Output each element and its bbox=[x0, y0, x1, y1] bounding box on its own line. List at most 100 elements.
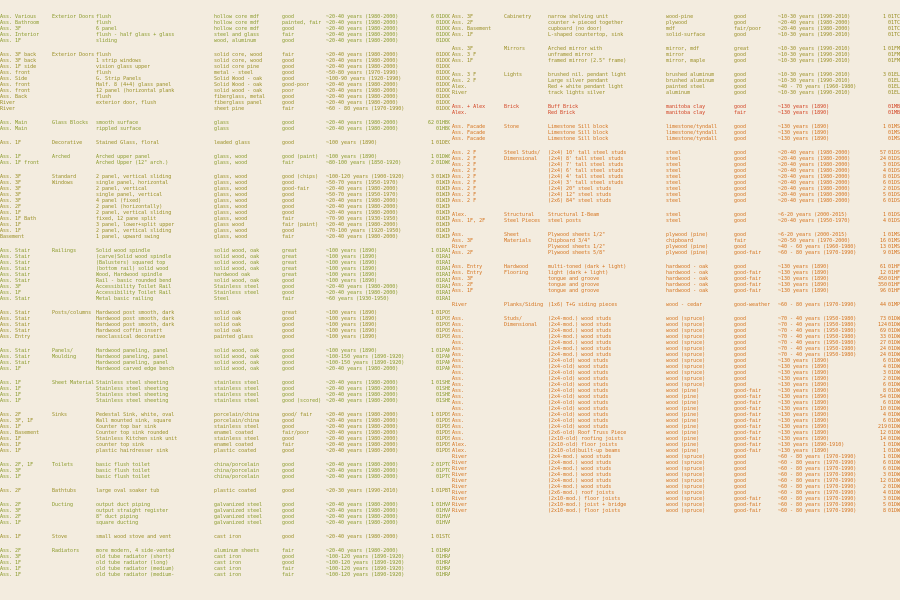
lifespan-cell: ~20-40 years (1980-2000) bbox=[326, 14, 399, 20]
item-id-cell: 01DOOR01 bbox=[436, 52, 450, 58]
material-cell: wood (spruce) bbox=[666, 376, 706, 382]
description-cell: (2x4-mod.) wood studs bbox=[548, 466, 612, 472]
material-cell: stainless steel bbox=[214, 392, 260, 398]
table-row: Ass. 2F tongue and groove hardwood - oak go… bbox=[452, 282, 900, 288]
category-cell: Standard bbox=[52, 174, 77, 180]
quantity-cell: 1 bbox=[882, 442, 886, 448]
description-cell: Hardwood paneling, panel bbox=[96, 354, 169, 360]
lifespan-cell: ~10-30 years (1990-2010) bbox=[778, 78, 851, 84]
lifespan-cell: ~100-120 years (1890-1920) bbox=[326, 566, 405, 572]
category-cell: Mirrors bbox=[504, 46, 526, 52]
material-cell: hollow core mdf bbox=[214, 14, 260, 20]
item-id-cell: 01DWST01 bbox=[888, 316, 900, 322]
condition-cell: great bbox=[282, 266, 298, 272]
category-cell: Steel Studs/ bbox=[504, 150, 541, 156]
condition-cell: good bbox=[282, 424, 295, 430]
description-cell: Arched upper panel bbox=[96, 154, 151, 160]
table-row: Alex. (2x10-old)built-up beams wood (pine)… bbox=[452, 448, 900, 454]
description-cell: exterior door, flush bbox=[96, 100, 157, 106]
condition-cell: good bbox=[734, 352, 747, 358]
category-cell bbox=[52, 160, 96, 166]
condition-cell: good-fair bbox=[734, 412, 762, 418]
item-id-cell: 01MSTN02 bbox=[888, 130, 900, 136]
lifespan-cell: ~70 - 40 years (1950-1980) bbox=[778, 334, 857, 340]
condition-cell: good bbox=[282, 204, 295, 210]
table-row: Ass. 2F Sinks Pedestal Sink, white, oval po… bbox=[0, 412, 450, 418]
location-cell: Ass. 1F bbox=[0, 380, 22, 386]
lifespan-cell: ~20-40 years (1980-2000) bbox=[326, 534, 399, 540]
table-row: Ass. Stair Hardwood coffin insert solid oa… bbox=[0, 328, 450, 334]
condition-cell: good bbox=[282, 14, 295, 20]
lifespan-cell: ~6-20 years (2000-2015) bbox=[778, 232, 848, 238]
material-cell: wood (pine) bbox=[666, 388, 700, 394]
description-cell: (2x4-mod.) wood studs bbox=[548, 484, 612, 490]
table-row: Ass. Facade Limestone Sill block limestone… bbox=[452, 136, 900, 142]
condition-cell: good bbox=[282, 64, 295, 70]
condition-cell: good-fair bbox=[282, 186, 310, 192]
material-cell: hollow core mdf bbox=[214, 20, 260, 26]
item-id-cell: 01DWST14 bbox=[888, 394, 900, 400]
item-id-cell: 01DWST21 bbox=[888, 436, 900, 442]
quantity-cell: 6 bbox=[882, 180, 886, 186]
description-cell: Stainless steel sheeting bbox=[96, 380, 169, 386]
item-id-cell: 01DWST16 bbox=[888, 406, 900, 412]
condition-cell: good bbox=[734, 466, 747, 472]
lifespan-cell: ~20-40 years (1980-2000) bbox=[326, 52, 399, 58]
location-cell: Ass. 3F bbox=[0, 186, 22, 192]
lifespan-cell: ~20-40 years (1980-2000) bbox=[778, 198, 851, 204]
location-cell: Ass. 1F bbox=[0, 222, 22, 228]
table-row: Ass. Various Exterior Doors flush hollow co… bbox=[0, 14, 450, 20]
lifespan-cell: ~130 years (1890) bbox=[778, 424, 830, 430]
quantity-cell: 1 bbox=[430, 248, 434, 254]
lifespan-cell: ~20-40 years (1980-2000) bbox=[326, 366, 399, 372]
location-cell: Ass. Facade bbox=[452, 136, 486, 142]
material-cell: hardwood - oak bbox=[666, 264, 709, 270]
location-cell: Ass. bbox=[452, 232, 465, 238]
location-cell: Ass. front bbox=[0, 70, 31, 76]
description-cell: (2x4) 20" steel studs bbox=[548, 186, 612, 192]
quantity-cell: 6 bbox=[882, 358, 886, 364]
quantity-cell bbox=[426, 126, 436, 132]
location-cell: Ass. Stair bbox=[0, 278, 31, 284]
item-id-cell: 01DWST13 bbox=[888, 388, 900, 394]
category-cell: Planks/Siding bbox=[504, 302, 544, 308]
lifespan-cell: ~10-30 years (1990-2010) bbox=[778, 52, 851, 58]
item-id-cell: 01DSTI01 bbox=[888, 212, 900, 218]
condition-cell: good bbox=[282, 436, 295, 442]
item-id-cell: 01DWST31 bbox=[888, 496, 900, 502]
condition-cell: good (chips) bbox=[282, 174, 319, 180]
category-cell: Steel Pieces bbox=[504, 218, 541, 224]
item-id-cell: 01PTOI01 bbox=[436, 462, 450, 468]
lifespan-cell: ~70 - 40 years (1950-1980) bbox=[778, 346, 857, 352]
material-cell: manitoba clay bbox=[666, 104, 706, 110]
condition-cell: good bbox=[734, 32, 747, 38]
material-cell: china/porcelain bbox=[214, 462, 260, 468]
table-row: Ass. Entry neoclassical decorative painted… bbox=[0, 334, 450, 340]
material-cell: Steel bbox=[214, 296, 230, 302]
lifespan-cell: ~130 years (1890) bbox=[778, 110, 830, 116]
condition-cell: good-fair bbox=[734, 436, 762, 442]
quantity-cell: 24 bbox=[879, 346, 886, 352]
location-cell: Ass. 3F bbox=[0, 26, 22, 32]
table-row: Ass. Back flush fiberglass, metal good ~20-4… bbox=[0, 94, 450, 100]
location-cell: River bbox=[452, 302, 468, 308]
table-row: Ass. (2x4-mod.) wood studs wood (spruce) go… bbox=[452, 346, 900, 352]
table-row: River Plywood sheets 1/2" plywood (pine) go… bbox=[452, 244, 900, 250]
quantity-cell: 3 bbox=[882, 162, 886, 168]
item-id-cell: 01RAIL02 bbox=[436, 254, 450, 260]
description-cell: (2x6-old) Roof Truss Piece bbox=[548, 430, 627, 436]
quantity-cell: 5 bbox=[882, 192, 886, 198]
material-cell: steel bbox=[666, 156, 682, 162]
material-cell: glass, wood bbox=[214, 210, 248, 216]
item-id-cell: 01DOOR04 bbox=[436, 32, 450, 38]
item-group: Ass. 1F Arched Arched upper panel glass, wo… bbox=[0, 154, 450, 166]
material-cell: painted steel bbox=[666, 84, 706, 90]
description-cell: (2x4-mod.) wood studs bbox=[548, 472, 612, 478]
item-id-cell: 01RAIL07 bbox=[436, 284, 450, 290]
category-cell: Railings bbox=[52, 248, 77, 254]
condition-cell: good bbox=[282, 290, 295, 296]
item-id-cell: 01DECG01 bbox=[436, 140, 450, 146]
condition-cell: great bbox=[282, 310, 298, 316]
description-cell: (2x4-old) wood studs bbox=[548, 370, 609, 376]
category-cell: Lights bbox=[504, 72, 523, 78]
